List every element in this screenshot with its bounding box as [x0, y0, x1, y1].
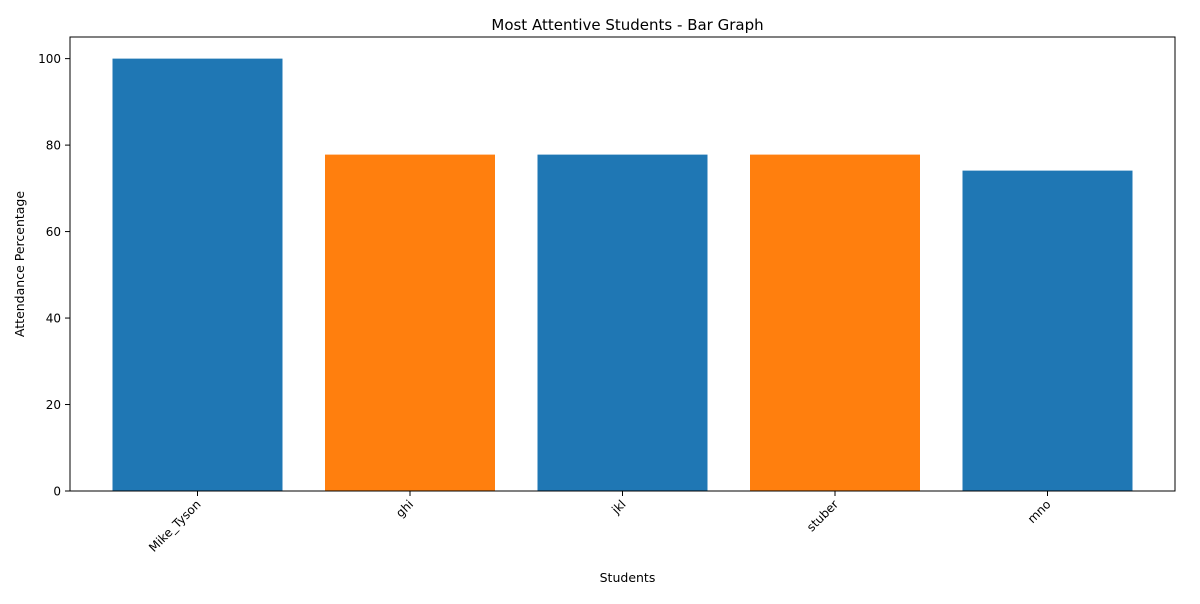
- bar-jkl: [537, 154, 708, 492]
- bars-group: [112, 58, 1133, 492]
- y-tick-label: 100: [38, 52, 61, 66]
- y-tick-label: 20: [46, 398, 61, 412]
- chart-title: Most Attentive Students - Bar Graph: [491, 16, 763, 34]
- bar-mno: [962, 170, 1133, 492]
- bar-stuber: [750, 154, 920, 492]
- bar-ghi: [325, 154, 495, 492]
- y-tick-label: 40: [46, 312, 61, 326]
- x-axis-label: Students: [600, 570, 656, 585]
- y-axis-ticks: 0 20 40 60 80 100: [38, 52, 70, 499]
- y-tick-label: 80: [46, 139, 61, 153]
- bar-mike-tyson: [112, 58, 283, 492]
- y-tick-label: 60: [46, 225, 61, 239]
- plot-frame: [69, 36, 1176, 492]
- y-tick-label: 0: [53, 485, 61, 499]
- y-axis-label: Attendance Percentage: [12, 191, 27, 337]
